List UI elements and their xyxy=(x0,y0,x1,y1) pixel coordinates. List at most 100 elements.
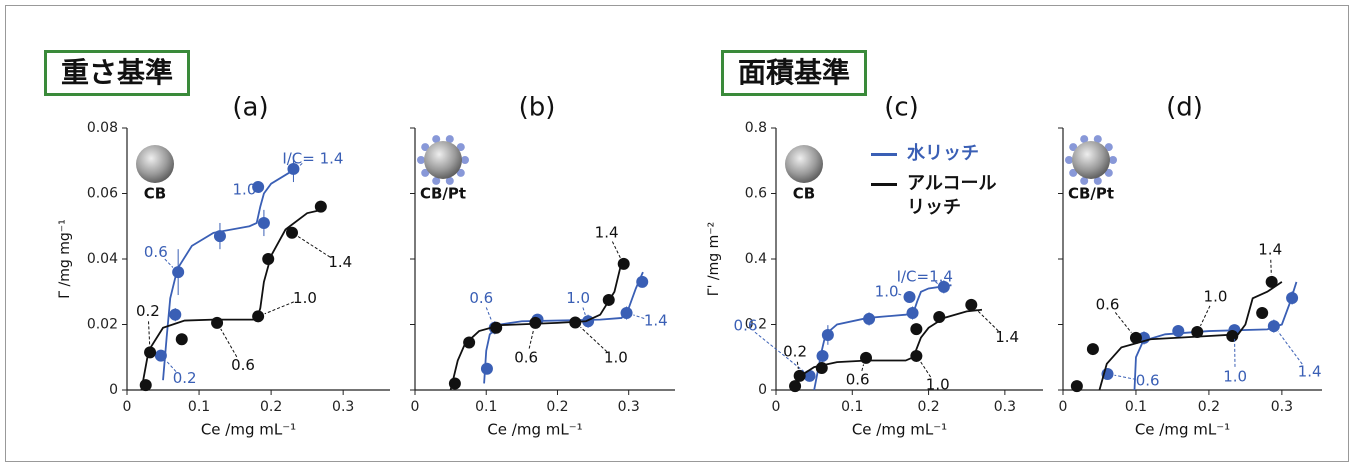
data-point xyxy=(258,217,270,229)
annotation: 0.6 xyxy=(1136,372,1160,390)
x-tick-label: 0 xyxy=(1059,399,1068,415)
y-axis-label: Γ' /mg m⁻² xyxy=(706,222,722,296)
x-tick-label: 0.2 xyxy=(917,399,939,415)
frame xyxy=(6,6,1349,462)
y-tick-label: 0.06 xyxy=(87,186,118,202)
leader-line xyxy=(1271,260,1272,275)
data-point xyxy=(621,307,633,319)
x-axis-label: Ce /mg mL⁻¹ xyxy=(1135,421,1230,439)
leader-line xyxy=(529,330,533,349)
data-point xyxy=(463,337,475,349)
figure: 00.10.20.300.020.040.060.08(a)Ce /mg mL⁻… xyxy=(0,0,1355,468)
cb-particle xyxy=(136,145,174,183)
leader-line xyxy=(1278,332,1302,364)
data-point xyxy=(860,352,872,364)
x-tick-label: 0.3 xyxy=(994,399,1016,415)
leader-line xyxy=(797,362,798,369)
data-point xyxy=(449,377,461,389)
leader-line xyxy=(583,307,585,314)
y-tick-label: 0 xyxy=(758,382,767,398)
annotation: 0.6 xyxy=(231,356,255,374)
annotation: 1.0 xyxy=(293,289,317,307)
leader-line xyxy=(221,329,237,357)
data-point xyxy=(1266,276,1278,288)
data-point xyxy=(1087,343,1099,355)
x-tick-label: 0.2 xyxy=(1198,399,1220,415)
data-point xyxy=(863,313,875,325)
leader-line xyxy=(486,307,492,321)
legend-item: アルコールリッチ xyxy=(871,172,1007,220)
data-point xyxy=(816,362,828,374)
data-point xyxy=(1268,320,1280,332)
annotation: 1.4 xyxy=(1298,362,1322,380)
data-point xyxy=(1172,325,1184,337)
fit-curve xyxy=(791,310,982,390)
y-tick-label: 0.4 xyxy=(745,251,767,267)
x-tick-label: 0.1 xyxy=(188,399,210,415)
chart-canvas: 00.10.20.300.020.040.060.08(a)Ce /mg mL⁻… xyxy=(0,0,1355,468)
annotation: 1.0 xyxy=(566,289,590,307)
panel-title: (a) xyxy=(232,93,268,123)
y-axis-label: Γ /mg mg⁻¹ xyxy=(57,219,73,298)
particle-icon xyxy=(136,145,174,183)
icon-label: CB xyxy=(793,185,815,203)
data-point xyxy=(169,309,181,321)
annotation: I/C=1.4 xyxy=(897,268,953,286)
fit-curve xyxy=(484,272,643,383)
y-tick-label: 0.6 xyxy=(745,186,767,202)
annotation: 1.4 xyxy=(328,253,352,271)
data-point xyxy=(1226,330,1238,342)
x-tick-label: 0.3 xyxy=(1271,399,1293,415)
legend-item: 水リッチ xyxy=(871,142,1007,166)
annotation: 1.4 xyxy=(595,223,619,241)
annotation: 0.6 xyxy=(1096,295,1120,313)
cb-particle xyxy=(1072,141,1110,179)
panel-title: (d) xyxy=(1166,93,1203,123)
particle-icon xyxy=(417,135,469,185)
x-tick-label: 0.2 xyxy=(546,399,568,415)
annotation: 0.6 xyxy=(514,349,538,367)
annotation: 1.0 xyxy=(1223,367,1247,385)
icon-label: CB/Pt xyxy=(420,185,466,203)
x-tick-label: 0.3 xyxy=(332,399,354,415)
x-tick-label: 0 xyxy=(411,399,420,415)
data-point xyxy=(1130,332,1142,344)
data-point xyxy=(618,258,630,270)
particle-icon xyxy=(1065,135,1117,185)
x-tick-label: 0.1 xyxy=(475,399,497,415)
x-tick-label: 0.3 xyxy=(618,399,640,415)
leader-line xyxy=(612,242,620,258)
annotation: 0.2 xyxy=(136,302,160,320)
data-point xyxy=(286,227,298,239)
data-point xyxy=(490,322,502,334)
x-tick-label: 0 xyxy=(123,399,132,415)
annotation: I/C= 1.4 xyxy=(282,149,343,167)
fit-curve xyxy=(1099,282,1281,390)
particle-icon xyxy=(785,145,823,183)
leader-line xyxy=(1200,306,1209,326)
panel-title: (c) xyxy=(884,93,919,123)
data-point xyxy=(965,299,977,311)
y-tick-label: 0.04 xyxy=(87,251,118,267)
annotation: 0.6 xyxy=(846,371,870,389)
annotation: 0.6 xyxy=(734,317,758,335)
y-tick-label: 0.8 xyxy=(745,120,767,136)
data-point xyxy=(822,329,834,341)
cb-particle xyxy=(424,141,462,179)
leader-line xyxy=(298,236,330,257)
leader-line xyxy=(265,302,294,314)
data-point xyxy=(910,323,922,335)
data-point xyxy=(910,350,922,362)
header-label: 面積基準 xyxy=(721,50,867,96)
icon-label: CB xyxy=(144,185,166,203)
cb-particle xyxy=(785,145,823,183)
legend-label: アルコールリッチ xyxy=(907,172,1007,220)
data-point xyxy=(933,311,945,323)
data-point xyxy=(262,253,274,265)
y-tick-label: 0.02 xyxy=(87,317,118,333)
header-label: 重さ基準 xyxy=(44,50,190,96)
data-point xyxy=(569,317,581,329)
annotation: 1.0 xyxy=(875,282,899,300)
leader-line xyxy=(149,321,150,345)
annotation: 1.4 xyxy=(1258,240,1282,258)
